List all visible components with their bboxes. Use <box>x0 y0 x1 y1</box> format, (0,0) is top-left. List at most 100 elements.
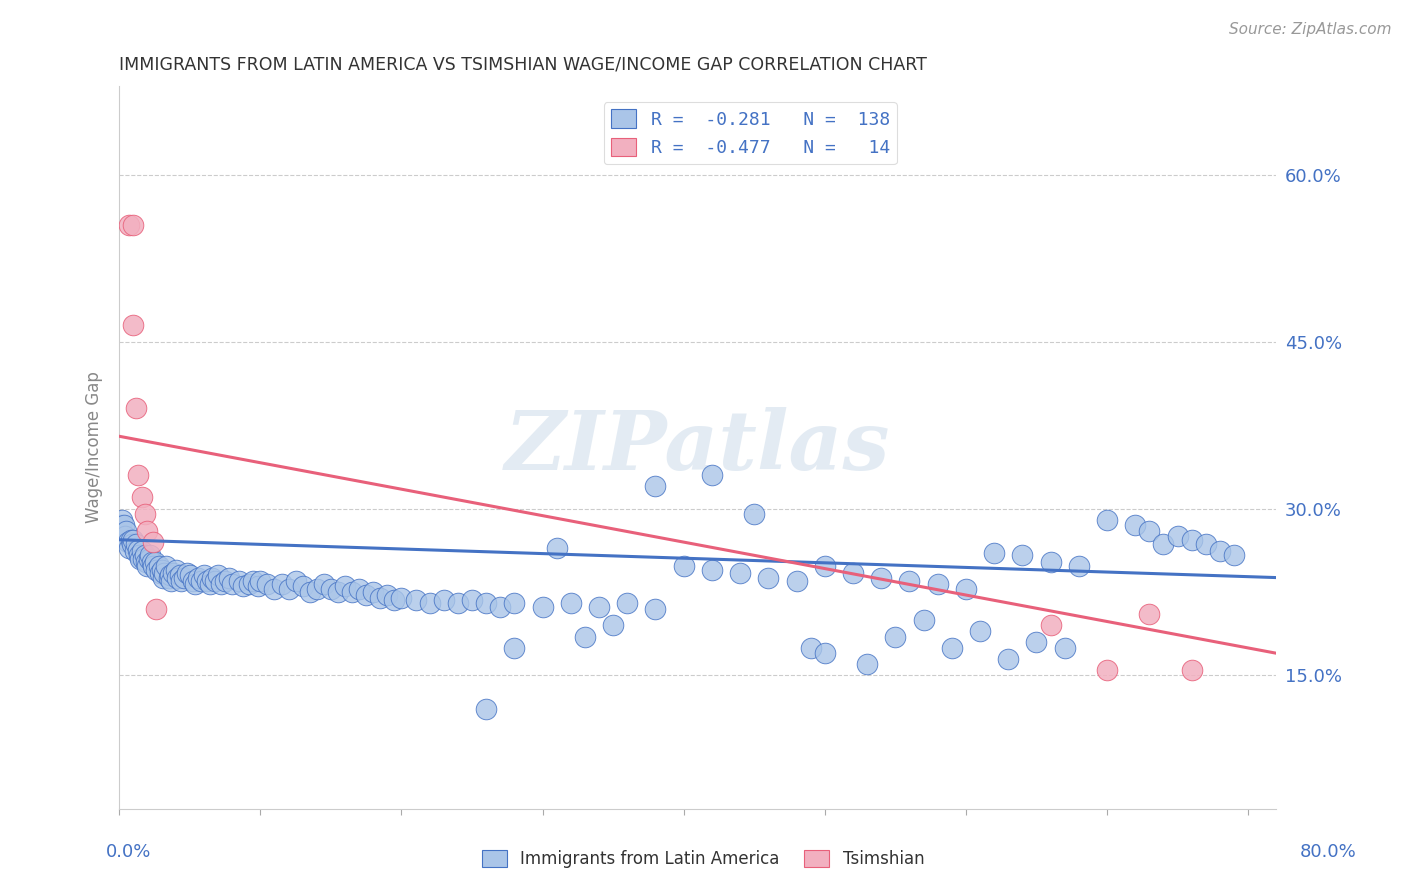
Point <box>201 571 224 585</box>
Point <box>997 652 1019 666</box>
Point <box>672 559 695 574</box>
Point <box>1181 533 1204 547</box>
Point <box>298 585 321 599</box>
Point <box>165 563 187 577</box>
Point <box>179 568 201 582</box>
Point <box>347 582 370 596</box>
Point <box>148 559 170 574</box>
Point <box>312 577 335 591</box>
Point <box>153 566 176 581</box>
Point <box>232 579 254 593</box>
Text: ZIPatlas: ZIPatlas <box>505 408 890 487</box>
Point <box>162 566 184 581</box>
Point <box>700 563 723 577</box>
Point <box>184 577 207 591</box>
Point <box>118 218 141 232</box>
Point <box>531 599 554 614</box>
Point <box>368 591 391 605</box>
Point <box>141 555 163 569</box>
Point <box>475 702 498 716</box>
Point <box>475 596 498 610</box>
Point <box>433 592 456 607</box>
Point <box>814 646 837 660</box>
Point <box>1067 559 1090 574</box>
Point <box>305 582 328 596</box>
Point <box>291 579 314 593</box>
Point <box>145 601 167 615</box>
Point <box>955 582 977 596</box>
Text: 80.0%: 80.0% <box>1301 843 1357 861</box>
Point <box>132 551 155 566</box>
Point <box>242 574 264 588</box>
Point <box>112 518 135 533</box>
Point <box>616 596 638 610</box>
Point <box>181 574 204 588</box>
Point <box>128 549 150 563</box>
Point <box>110 518 132 533</box>
Text: IMMIGRANTS FROM LATIN AMERICA VS TSIMSHIAN WAGE/INCOME GAP CORRELATION CHART: IMMIGRANTS FROM LATIN AMERICA VS TSIMSHI… <box>120 55 927 73</box>
Point <box>700 468 723 483</box>
Point <box>377 588 399 602</box>
Point <box>447 596 470 610</box>
Point <box>115 524 138 538</box>
Point <box>138 551 160 566</box>
Point <box>142 535 165 549</box>
Point <box>187 571 209 585</box>
Point <box>131 491 153 505</box>
Point <box>118 541 141 555</box>
Point <box>800 640 823 655</box>
Point <box>1025 635 1047 649</box>
Point <box>1209 544 1232 558</box>
Point <box>204 574 226 588</box>
Point <box>983 546 1005 560</box>
Point <box>842 566 865 581</box>
Point <box>159 568 181 582</box>
Point <box>214 574 236 588</box>
Point <box>256 577 278 591</box>
Point <box>190 574 212 588</box>
Point <box>1095 663 1118 677</box>
Point <box>384 592 406 607</box>
Point <box>134 549 156 563</box>
Point <box>155 559 177 574</box>
Point <box>136 559 159 574</box>
Point <box>503 596 526 610</box>
Point <box>1095 513 1118 527</box>
Point <box>122 218 145 232</box>
Point <box>742 507 765 521</box>
Point <box>884 630 907 644</box>
Point <box>1137 607 1160 622</box>
Point <box>135 555 157 569</box>
Point <box>207 568 229 582</box>
Point <box>644 601 666 615</box>
Text: 0.0%: 0.0% <box>105 843 150 861</box>
Point <box>354 588 377 602</box>
Point <box>218 571 240 585</box>
Point <box>898 574 921 588</box>
Point <box>117 535 139 549</box>
Point <box>1181 663 1204 677</box>
Point <box>114 529 136 543</box>
Point <box>602 618 624 632</box>
Point <box>574 630 596 644</box>
Point <box>560 596 582 610</box>
Legend: Immigrants from Latin America, Tsimshian: Immigrants from Latin America, Tsimshian <box>475 843 931 875</box>
Point <box>333 579 356 593</box>
Legend: R =  -0.281   N =  138, R =  -0.477   N =   14: R = -0.281 N = 138, R = -0.477 N = 14 <box>603 102 897 164</box>
Point <box>145 563 167 577</box>
Point <box>756 571 779 585</box>
Point <box>969 624 991 638</box>
Point <box>173 571 195 585</box>
Point <box>284 574 307 588</box>
Point <box>1152 537 1174 551</box>
Point <box>221 577 243 591</box>
Point <box>125 537 148 551</box>
Point <box>127 468 149 483</box>
Point <box>122 533 145 547</box>
Point <box>546 541 568 555</box>
Point <box>319 582 342 596</box>
Point <box>127 542 149 557</box>
Point <box>405 592 427 607</box>
Point <box>152 571 174 585</box>
Point <box>193 568 215 582</box>
